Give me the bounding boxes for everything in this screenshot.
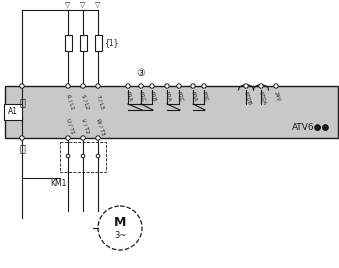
Bar: [95, 35, 101, 50]
Circle shape: [244, 84, 248, 88]
Text: R1C: R1C: [138, 91, 146, 103]
Circle shape: [274, 84, 278, 88]
Text: W / T3: W / T3: [95, 118, 105, 136]
Text: ▽: ▽: [95, 2, 101, 8]
Circle shape: [66, 154, 70, 158]
Bar: [4, 104, 22, 120]
Text: S / L2: S / L2: [80, 94, 90, 110]
Text: R3A: R3A: [190, 91, 198, 103]
Circle shape: [66, 136, 70, 140]
Circle shape: [81, 136, 85, 140]
Circle shape: [191, 84, 195, 88]
Text: ATV6●●: ATV6●●: [292, 123, 330, 132]
Text: KM1: KM1: [50, 178, 66, 188]
Text: R1B: R1B: [149, 91, 157, 103]
Circle shape: [259, 84, 263, 88]
Bar: [64, 35, 72, 50]
Circle shape: [177, 84, 181, 88]
Circle shape: [150, 84, 154, 88]
Circle shape: [202, 84, 206, 88]
Text: 24V: 24V: [273, 91, 281, 102]
Text: 3~: 3~: [114, 230, 126, 240]
Text: R1A: R1A: [125, 91, 133, 103]
Circle shape: [96, 136, 100, 140]
Bar: [60, 142, 106, 172]
Bar: [5, 86, 338, 138]
Circle shape: [81, 84, 85, 88]
Circle shape: [20, 84, 24, 88]
Text: ▽: ▽: [80, 2, 86, 8]
Text: U / T1: U / T1: [65, 118, 75, 135]
Text: R / L1: R / L1: [65, 94, 75, 110]
Text: STOB: STOB: [243, 91, 252, 106]
Text: T / L3: T / L3: [95, 94, 105, 110]
Circle shape: [126, 84, 130, 88]
Text: V / T2: V / T2: [80, 118, 90, 135]
Bar: [80, 35, 86, 50]
Text: STOA: STOA: [258, 91, 267, 106]
Circle shape: [20, 136, 24, 140]
Text: ③: ③: [137, 68, 145, 78]
Text: A1: A1: [8, 107, 18, 117]
Circle shape: [165, 84, 169, 88]
Text: ▽: ▽: [65, 2, 71, 8]
Text: ⏚: ⏚: [19, 97, 25, 107]
Text: R3C: R3C: [201, 91, 209, 103]
Text: ⏚: ⏚: [19, 143, 25, 153]
Text: M: M: [114, 217, 126, 229]
Circle shape: [96, 84, 100, 88]
Text: {1}: {1}: [104, 38, 119, 47]
Text: R2C: R2C: [176, 91, 184, 103]
Circle shape: [81, 154, 85, 158]
Circle shape: [98, 206, 142, 250]
Text: R2A: R2A: [164, 91, 172, 103]
Circle shape: [96, 154, 100, 158]
Circle shape: [139, 84, 143, 88]
Circle shape: [66, 84, 70, 88]
